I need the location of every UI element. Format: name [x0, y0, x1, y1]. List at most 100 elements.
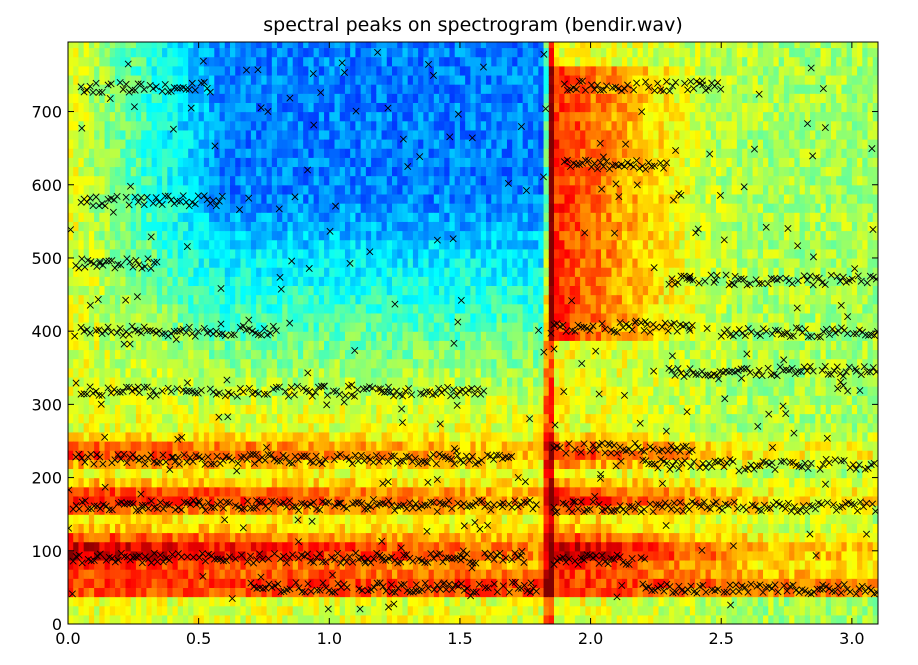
spectrogram-cell	[418, 596, 424, 607]
spectrogram-cell	[397, 532, 404, 543]
spectrogram-cell	[371, 505, 377, 515]
spectrogram-cell	[146, 276, 153, 287]
spectrogram-cell	[156, 367, 163, 378]
spectrogram-cell	[334, 404, 341, 415]
spectrogram-cell	[344, 349, 351, 360]
spectrogram-cell	[376, 532, 383, 543]
spectrogram-cell	[83, 395, 90, 405]
spectrogram-cell	[193, 340, 200, 351]
spectrogram-cell	[250, 331, 257, 341]
spectrogram-cell	[209, 203, 215, 213]
spectrogram-cell	[428, 175, 435, 186]
spectrogram-cell	[146, 203, 153, 213]
spectrogram-cell	[94, 42, 100, 49]
spectrogram-cell	[78, 523, 85, 534]
spectrogram-cell	[454, 42, 461, 49]
spectrogram-cell	[465, 129, 471, 140]
spectrogram-cell	[151, 468, 158, 479]
spectrogram-cell	[177, 102, 184, 113]
spectrogram-cell	[344, 532, 351, 543]
spectrogram-cell	[292, 93, 299, 103]
spectrogram-cell	[162, 102, 168, 113]
spectrogram-cell	[266, 495, 273, 506]
spectrogram-cell	[193, 413, 200, 424]
spectrogram-cell	[350, 56, 357, 67]
spectrogram-cell	[271, 578, 278, 588]
spectrogram-cell	[297, 166, 304, 177]
spectrogram-cell	[418, 193, 424, 204]
spectrogram-cell	[219, 294, 226, 305]
spectrogram-cell	[459, 267, 466, 277]
spectrogram-cell	[115, 486, 121, 497]
spectrogram-cell	[418, 257, 424, 268]
spectrogram-cell	[324, 349, 330, 360]
spectrogram-cell	[392, 477, 398, 488]
spectrogram-cell	[250, 587, 257, 598]
spectrogram-cell	[78, 614, 85, 624]
spectrogram-cell	[83, 175, 90, 186]
spectrogram-cell	[156, 358, 163, 369]
spectrogram-cell	[271, 148, 278, 158]
spectrogram-cell	[250, 559, 257, 570]
spectrogram-cell	[256, 257, 262, 268]
spectrogram-cell	[219, 505, 226, 515]
spectrogram-cell	[292, 175, 299, 186]
spectrogram-cell	[329, 514, 336, 524]
spectrogram-cell	[386, 120, 393, 131]
spectrogram-cell	[177, 358, 184, 369]
spectrogram-cell	[156, 74, 163, 85]
spectrogram-cell	[162, 605, 168, 616]
spectrogram-cell	[292, 102, 299, 113]
spectrogram-cell	[392, 358, 398, 369]
spectrogram-cell	[172, 404, 179, 415]
spectrogram-cell	[329, 294, 336, 305]
spectrogram-cell	[454, 175, 461, 186]
spectrogram-cell	[146, 395, 153, 405]
spectrogram-cell	[214, 129, 221, 140]
spectrogram-cell	[141, 148, 147, 158]
spectrogram-cell	[381, 459, 388, 470]
spectrogram-cell	[381, 468, 388, 479]
spectrogram-cell	[465, 157, 471, 168]
spectrogram-cell	[418, 578, 424, 588]
spectrogram-cell	[433, 440, 440, 451]
spectrogram-cell	[308, 93, 315, 103]
spectrogram-cell	[423, 221, 430, 232]
spectrogram-cell	[397, 93, 404, 103]
spectrogram-cell	[313, 495, 320, 506]
spectrogram-cell	[339, 93, 346, 103]
spectrogram-cell	[329, 422, 336, 433]
spectrogram-cell	[412, 111, 419, 122]
spectrogram-cell	[120, 203, 127, 213]
spectrogram-cell	[188, 376, 195, 387]
spectrogram-cell	[240, 404, 247, 415]
spectrogram-cell	[350, 312, 357, 323]
spectrogram-cell	[146, 523, 153, 534]
spectrogram-cell	[392, 65, 398, 76]
spectrogram-cell	[167, 184, 174, 195]
spectrogram-cell	[397, 248, 404, 259]
spectrogram-cell	[115, 56, 121, 67]
spectrogram-cell	[135, 340, 142, 351]
spectrogram-cell	[444, 596, 451, 607]
spectrogram-cell	[303, 203, 309, 213]
spectrogram-cell	[182, 422, 189, 433]
spectrogram-cell	[120, 193, 127, 204]
spectrogram-cell	[318, 139, 325, 149]
spectrogram-cell	[454, 523, 461, 534]
spectrogram-cell	[465, 358, 471, 369]
spectrogram-cell	[303, 42, 309, 49]
spectrogram-cell	[182, 541, 189, 552]
spectrogram-cell	[459, 386, 466, 396]
spectrogram-cell	[261, 514, 268, 524]
spectrogram-cell	[423, 486, 430, 497]
spectrogram-cell	[78, 459, 85, 470]
spectrogram-cell	[433, 569, 440, 579]
spectrogram-cell	[313, 422, 320, 433]
spectrogram-cell	[470, 184, 477, 195]
spectrogram-cell	[324, 248, 330, 259]
spectrogram-cell	[360, 514, 367, 524]
spectrogram-cell	[78, 139, 85, 149]
spectrogram-cell	[214, 56, 221, 67]
spectrogram-cell	[203, 614, 210, 624]
